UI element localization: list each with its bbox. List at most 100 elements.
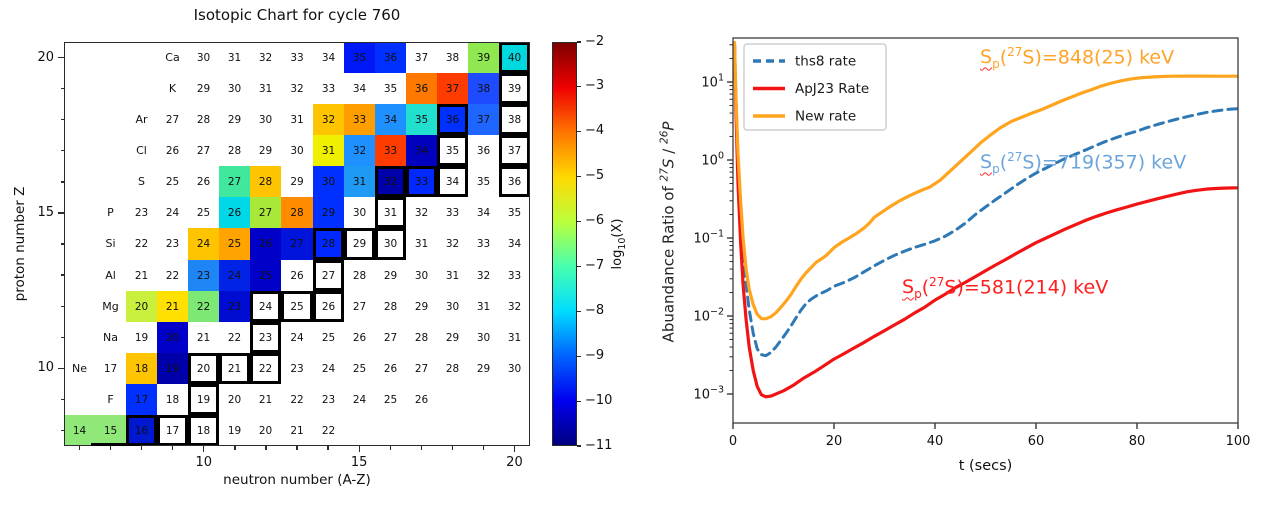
isotope-cell: 26 <box>219 197 250 228</box>
colorbar-tick <box>577 220 581 223</box>
x-tick <box>389 446 391 450</box>
colorbar-label: log10(X) <box>610 218 628 270</box>
isotope-cell: 34 <box>321 51 336 64</box>
isotope-cell: 26 <box>290 269 304 282</box>
colorbar-tick-label: −10 <box>585 392 613 408</box>
y-tick <box>58 56 64 59</box>
isotope-cell: 34 <box>507 238 522 250</box>
isotope-cell: 24 <box>165 206 180 219</box>
isotope-cell: 30 <box>352 206 367 219</box>
x-tick <box>451 446 454 450</box>
element-label: Ca <box>165 51 180 64</box>
left-chart-ylabel: proton number Z <box>12 186 28 302</box>
sp-annotation: Sp(27S)=848(25) keV <box>980 45 1175 72</box>
isotope-cell: 25 <box>281 291 313 322</box>
isotope-cell: 30 <box>290 144 304 157</box>
isotope-cell: 34 <box>437 166 468 197</box>
isotope-cell: 27 <box>250 197 281 228</box>
isotope-cell: 30 <box>227 82 242 95</box>
x-tick-label: 15 <box>350 455 368 470</box>
y-tick-label: 15 <box>37 204 54 220</box>
isotope-cell: 26 <box>383 362 398 375</box>
isotope-cell: 25 <box>250 260 281 291</box>
isotope-cell: 27 <box>383 331 398 344</box>
x-tick-label: 40 <box>927 434 944 449</box>
colorbar-tick-label: −3 <box>585 78 605 94</box>
isotope-cell: 25 <box>352 362 367 375</box>
isotope-cell: 31 <box>313 135 344 166</box>
isotope-cell: 34 <box>476 206 491 219</box>
isotope-cell: 22 <box>290 393 304 406</box>
element-label: Mg <box>102 300 119 313</box>
x-tick <box>358 446 360 452</box>
series-new-rate <box>733 41 1238 321</box>
isotope-cell: 27 <box>281 228 313 260</box>
isotope-cell: 39 <box>499 73 530 104</box>
isotope-cell: 20 <box>258 424 273 437</box>
isotope-cell: 26 <box>352 331 367 344</box>
isotope-cell: 37 <box>468 104 499 135</box>
isotope-cell: 15 <box>95 415 126 446</box>
isotope-cell: 19 <box>188 384 219 415</box>
series-ths8-rate <box>733 41 1238 358</box>
isotope-cell: 31 <box>227 51 242 64</box>
isotope-cell: 33 <box>290 51 304 64</box>
colorbar-tick-label: −6 <box>585 213 605 229</box>
isotope-cell: 36 <box>406 73 437 104</box>
isotope-cell: 24 <box>290 331 304 344</box>
y-tick <box>60 398 64 401</box>
isotope-cell: 35 <box>344 42 375 73</box>
isotope-cell: 27 <box>165 113 180 126</box>
isotope-cell: 18 <box>165 393 180 406</box>
isotope-cell: 19 <box>157 353 188 384</box>
y-tick-label: 10−1 <box>693 229 724 247</box>
element-label: P <box>107 206 114 219</box>
isotope-cell: 26 <box>250 228 281 260</box>
isotope-cell: 17 <box>157 415 188 446</box>
y-tick-label: 20 <box>37 49 54 65</box>
isotope-cell: 29 <box>445 331 460 344</box>
isotope-cell: 24 <box>188 228 219 260</box>
isotope-cell: 30 <box>375 228 406 260</box>
isotopic-chart-panel: Isotopic Chart for cycle 760 proton numb… <box>12 6 628 488</box>
isotope-cell: 29 <box>227 113 242 126</box>
colorbar-tick-label: −8 <box>585 302 605 318</box>
isotope-cell: 26 <box>414 393 429 406</box>
isotope-cell: 21 <box>258 393 273 406</box>
x-tick <box>327 446 329 450</box>
colorbar-tick <box>577 41 581 43</box>
isotope-cell: 21 <box>290 424 304 437</box>
isotope-cell: 32 <box>375 166 406 197</box>
isotope-cell: 35 <box>476 175 491 188</box>
isotope-cell: 14 <box>64 415 95 446</box>
sp-symbol: Sp <box>902 276 922 302</box>
isotope-cell: 34 <box>352 82 367 95</box>
colorbar-tick <box>577 176 581 178</box>
isotope-cell: 23 <box>134 206 149 219</box>
y-tick <box>60 150 64 152</box>
x-tick <box>482 446 485 450</box>
colorbar-tick-label: −9 <box>585 347 605 363</box>
isotope-cell: 25 <box>219 228 250 260</box>
isotope-cell: 16 <box>126 415 157 446</box>
isotope-cell: 27 <box>196 144 211 157</box>
colorbar-tick <box>577 355 581 357</box>
element-label: Si <box>105 237 116 250</box>
isotope-cell: 37 <box>414 51 429 64</box>
isotope-cell: 28 <box>313 228 344 260</box>
isotope-cell: 22 <box>188 291 219 322</box>
isotope-cell: 22 <box>321 424 336 437</box>
isotope-cell: 22 <box>250 353 281 384</box>
colorbar <box>552 42 577 446</box>
isotope-cell: 38 <box>468 73 499 104</box>
isotope-cell: 23 <box>165 238 180 250</box>
y-tick <box>58 212 64 214</box>
isotope-cell: 24 <box>250 291 281 322</box>
isotope-cell: 28 <box>227 144 242 157</box>
element-label: Na <box>103 331 118 344</box>
isotope-cell: 22 <box>165 269 180 282</box>
right-chart-ylabel: Abuandance Ratio of 27S / 26P <box>658 121 678 343</box>
x-tick-label: 20 <box>826 434 843 449</box>
isotope-cell: 32 <box>313 104 344 135</box>
isotope-cell: 22 <box>134 238 149 250</box>
